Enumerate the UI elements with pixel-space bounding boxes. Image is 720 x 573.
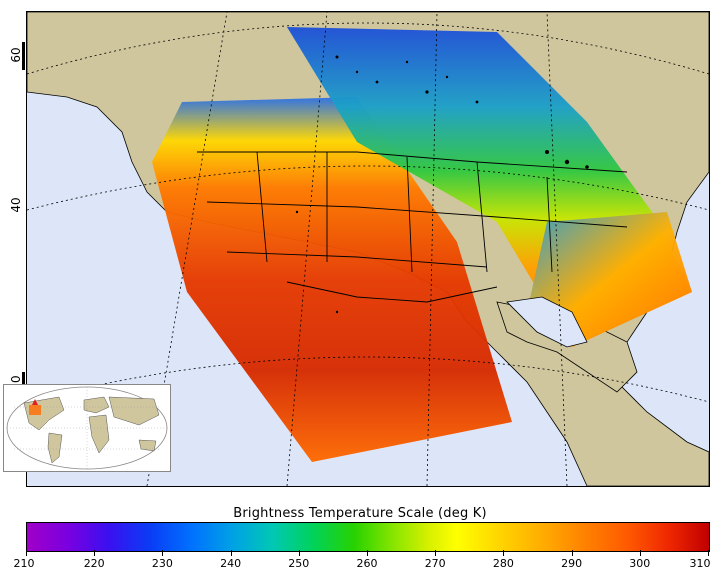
colorbar-tick-label: 290	[561, 557, 583, 570]
region-highlight	[29, 405, 41, 415]
colorbar-title: Brightness Temperature Scale (deg K)	[233, 506, 487, 521]
colorbar-tick-label: 230	[151, 557, 173, 570]
lakes-islands	[295, 55, 589, 314]
gulf-of-mexico	[506, 296, 588, 348]
colorbar-tick-label: 260	[356, 557, 378, 570]
colorbar-tick-label: 240	[220, 557, 242, 570]
colorbar-tick-label: 310	[689, 557, 711, 570]
region-marker-icon	[32, 399, 38, 405]
colorbar-tick	[571, 550, 573, 556]
colorbar-tick	[26, 550, 27, 556]
lat-label-40: 40	[9, 197, 23, 213]
colorbar-tick-label: 220	[83, 557, 105, 570]
colorbar-tick	[435, 550, 437, 556]
map-canvas	[27, 12, 709, 486]
colorbar-tick-label: 300	[629, 557, 651, 570]
colorbar-tick	[503, 550, 505, 556]
map-panel	[26, 11, 710, 487]
colorbar-labels: 210 220 230 240 250 260 270 280 290 300 310	[0, 557, 720, 573]
world-inset-map	[3, 384, 171, 472]
swath-west	[152, 97, 512, 462]
colorbar-ticks	[26, 550, 710, 556]
colorbar-tick-label: 210	[13, 557, 35, 570]
inset-continents	[23, 396, 160, 464]
colorbar-tick	[708, 550, 709, 556]
lat-axis-mark-60	[22, 42, 25, 70]
political-borders	[197, 151, 628, 303]
colorbar	[26, 522, 710, 552]
colorbar-tick-label: 250	[288, 557, 310, 570]
colorbar-tick	[94, 550, 96, 556]
colorbar-tick	[367, 550, 368, 556]
colorbar-tick	[230, 550, 232, 556]
world-inset-canvas	[6, 386, 168, 470]
colorbar-tick-label: 270	[424, 557, 446, 570]
lat-label-60: 60	[9, 47, 23, 63]
colorbar-tick	[162, 550, 164, 556]
colorbar-tick-label: 280	[492, 557, 514, 570]
colorbar-tick	[639, 550, 641, 556]
colorbar-tick	[298, 550, 300, 556]
